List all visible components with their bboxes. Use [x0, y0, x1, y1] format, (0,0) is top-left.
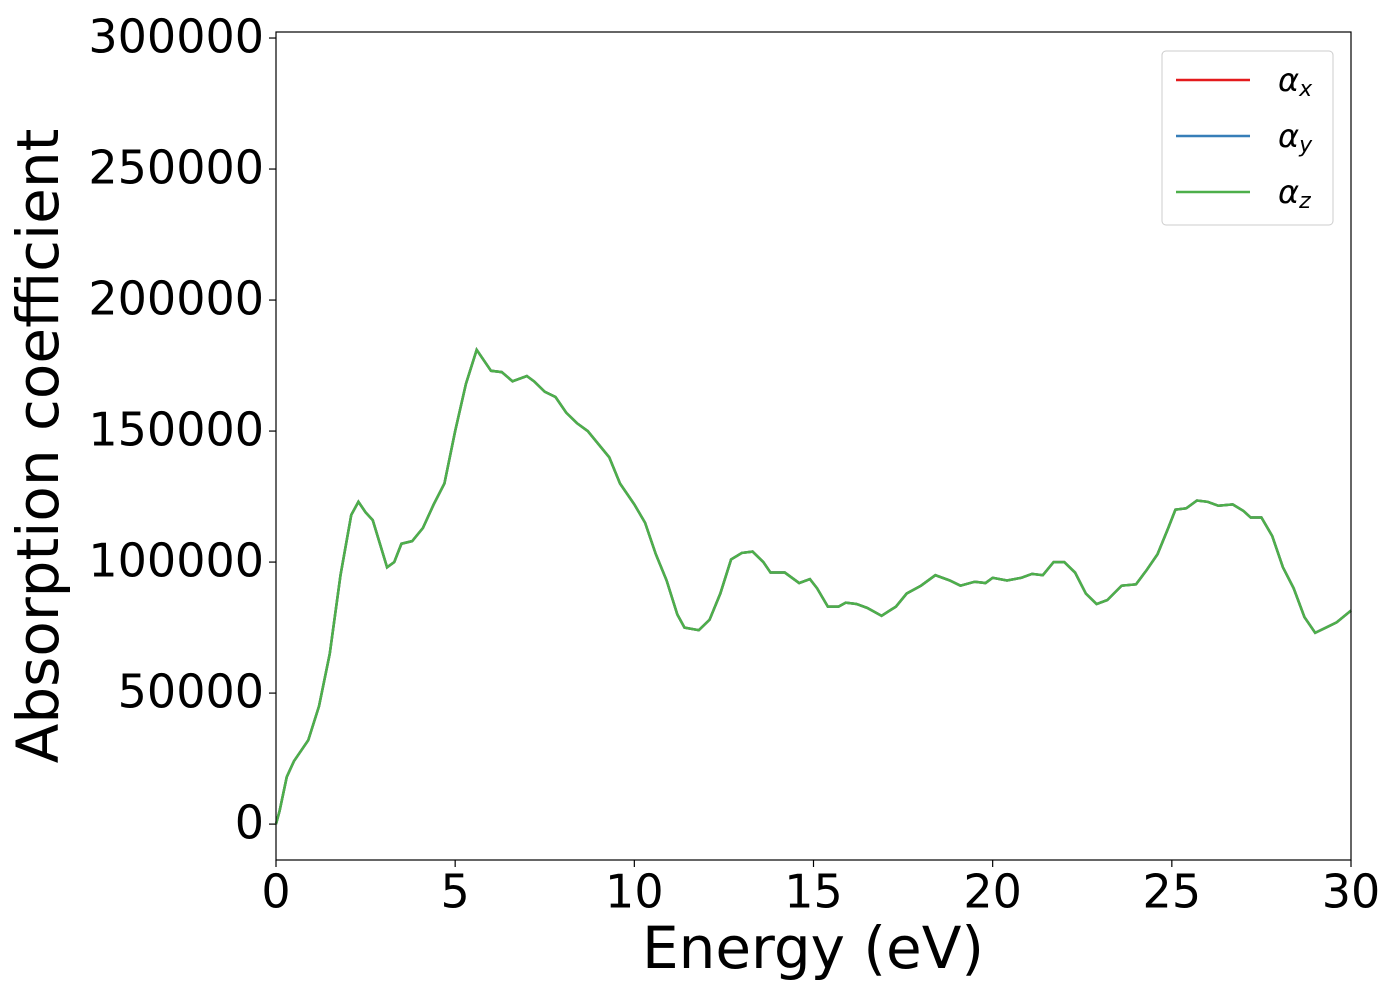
x-tick-label: 20 [963, 865, 1022, 919]
legend-box [1161, 50, 1334, 226]
legend-label: αy [1278, 117, 1313, 158]
y-axis-label: Absorption coefficient [4, 129, 72, 764]
legend-label: αz [1278, 173, 1311, 214]
x-tick-label: 25 [1143, 865, 1202, 919]
y-tick-label: 300000 [88, 10, 264, 64]
x-tick-label: 15 [784, 865, 843, 919]
x-tick-label: 10 [605, 865, 664, 919]
legend-label: αx [1278, 61, 1313, 102]
x-tick-label: 0 [261, 865, 290, 919]
x-axis-label: Energy (eV) [642, 914, 984, 982]
y-tick-label: 100000 [88, 534, 264, 588]
y-tick-label: 0 [235, 796, 264, 850]
y-tick-label: 200000 [88, 272, 264, 326]
y-tick-label: 250000 [88, 141, 264, 195]
x-tick-label: 30 [1322, 865, 1381, 919]
y-tick-label: 150000 [88, 403, 264, 457]
data-line [274, 347, 1352, 825]
x-tick-label: 5 [441, 865, 470, 919]
plot-frame [275, 31, 1352, 861]
data-line [274, 347, 1352, 825]
data-line [274, 347, 1352, 825]
y-tick-label: 50000 [118, 665, 264, 719]
